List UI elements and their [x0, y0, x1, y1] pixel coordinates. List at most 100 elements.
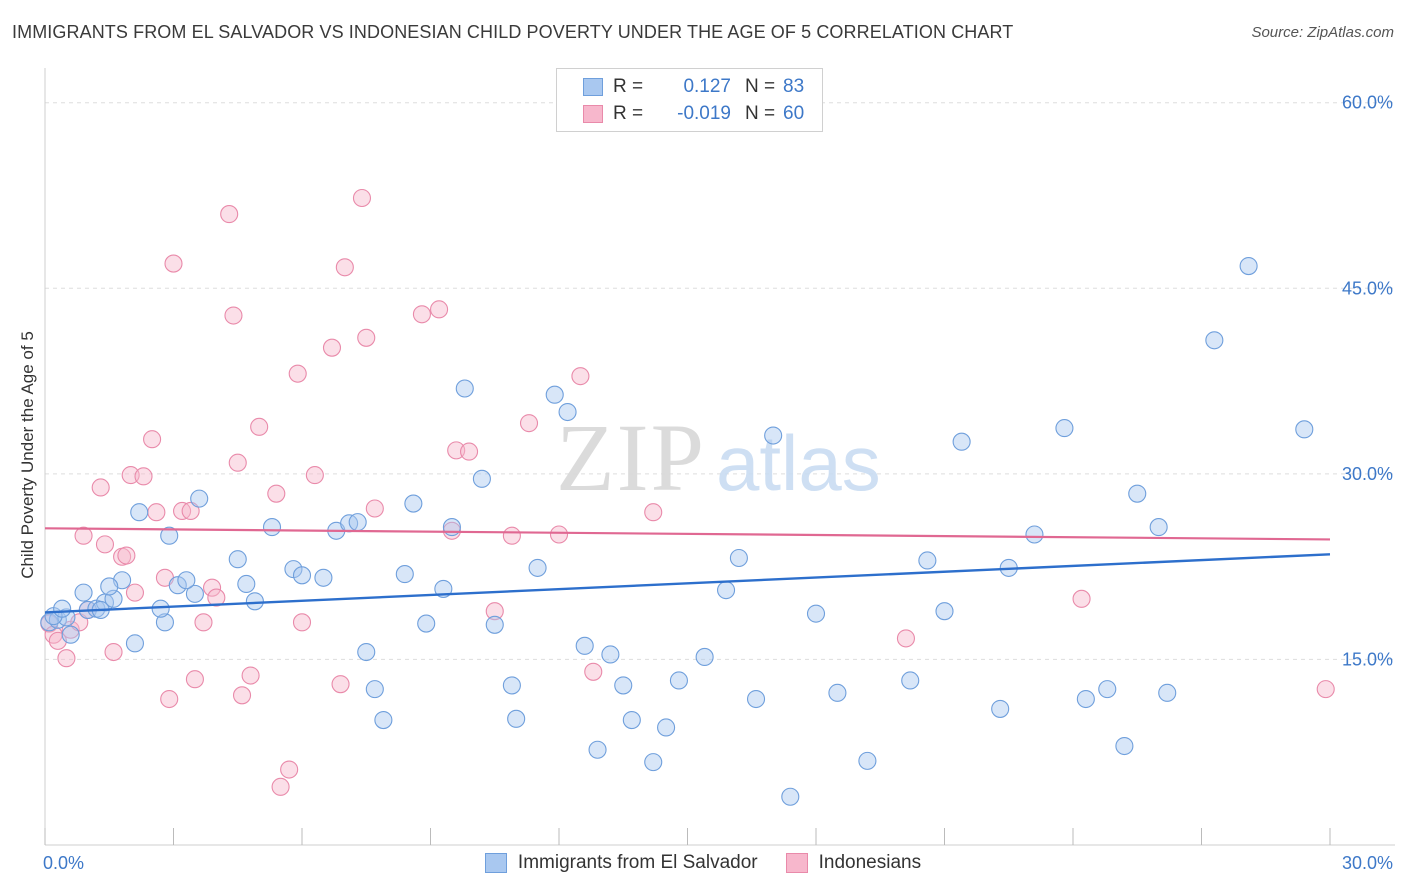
- legend: Immigrants from El Salvador Indonesians: [0, 852, 1406, 874]
- source-label: Source: ZipAtlas.com: [1251, 24, 1394, 41]
- indonesians-trend-line: [44, 527, 1331, 541]
- el-salvador-point: [858, 751, 877, 770]
- indonesians-point: [228, 453, 247, 472]
- el-salvador-point: [357, 642, 376, 662]
- indonesians-point: [232, 686, 252, 705]
- indonesians-point: [365, 499, 384, 518]
- el-salvador-point: [151, 599, 170, 618]
- indonesians-point: [352, 188, 372, 208]
- el-salvador-point: [237, 574, 256, 594]
- indonesians-point: [117, 546, 136, 565]
- n-value: 60: [783, 103, 805, 124]
- indonesians-point: [412, 305, 431, 324]
- indonesians-point: [292, 613, 312, 632]
- el-salvador-point: [1158, 683, 1177, 702]
- r-value: -0.019: [677, 103, 731, 124]
- indonesians-point: [288, 364, 307, 383]
- el-salvador-point: [57, 608, 76, 627]
- indonesians-point: [134, 467, 153, 486]
- el-salvador-point: [442, 518, 461, 537]
- indonesians-point: [584, 662, 603, 681]
- el-salvador-points: [40, 256, 1314, 806]
- el-salvador-point: [155, 613, 174, 632]
- el-salvador-point: [292, 566, 312, 585]
- el-salvador-point: [918, 551, 937, 570]
- r-label: R =: [613, 103, 644, 124]
- el-salvador-point: [177, 571, 196, 590]
- indonesians-point: [160, 689, 179, 709]
- el-salvador-point: [644, 753, 663, 772]
- x-tick-label: 0.0%: [43, 853, 84, 873]
- indonesians-point: [224, 306, 243, 325]
- el-salvador-point: [374, 711, 393, 730]
- el-salvador-point: [806, 604, 826, 623]
- el-salvador-point: [588, 740, 607, 759]
- el-salvador-point: [1115, 736, 1134, 756]
- indonesians-point: [357, 328, 376, 347]
- el-salvador-point: [1128, 484, 1147, 503]
- el-salvador-point: [455, 379, 474, 398]
- el-salvador-point: [168, 576, 187, 595]
- indonesians-point: [241, 666, 260, 685]
- stats-swatch-pink: [583, 105, 603, 123]
- el-salvador-point: [125, 634, 144, 653]
- watermark-zip: ZIP: [556, 404, 706, 511]
- indonesians-point: [267, 484, 286, 503]
- axes: [44, 68, 1395, 846]
- stats-row-indonesians: R = -0.019 N = 60: [557, 101, 804, 127]
- el-salvador-point: [245, 592, 264, 611]
- legend-swatch-pink: [785, 853, 808, 873]
- indonesians-point: [95, 535, 115, 554]
- el-salvador-point: [901, 671, 920, 690]
- indonesians-point: [203, 578, 222, 597]
- el-salvador-point: [314, 568, 333, 587]
- legend-swatch-blue: [484, 853, 507, 873]
- el-salvador-point: [348, 513, 367, 532]
- el-salvador-point: [558, 402, 577, 422]
- el-salvador-point: [781, 787, 800, 806]
- y-tick-label: 60.0%: [1342, 93, 1393, 113]
- indonesians-points: [40, 188, 1335, 796]
- el-salvador-point: [601, 645, 620, 664]
- el-salvador-point: [952, 432, 971, 451]
- el-salvador-point: [1205, 331, 1224, 350]
- el-salvador-point: [614, 676, 633, 695]
- el-salvador-point: [507, 709, 526, 728]
- indonesians-point: [164, 254, 183, 273]
- watermark-atlas: atlas: [716, 419, 881, 507]
- indonesians-point: [143, 430, 162, 449]
- indonesians-point: [207, 588, 226, 607]
- el-salvador-point: [74, 583, 93, 602]
- legend-item-el-salvador[interactable]: Immigrants from El Salvador: [484, 852, 758, 874]
- indonesians-point: [644, 503, 663, 522]
- el-salvador-point: [1098, 680, 1117, 699]
- el-salvador-point: [575, 636, 594, 655]
- el-salvador-point: [228, 550, 247, 569]
- el-salvador-point: [1295, 420, 1314, 439]
- el-salvador-point: [669, 671, 688, 690]
- y-tick-label: 45.0%: [1342, 278, 1393, 298]
- el-salvador-point: [622, 711, 641, 730]
- y-tick-label: 15.0%: [1342, 649, 1393, 669]
- indonesians-point: [519, 414, 539, 433]
- el-salvador-point: [746, 689, 766, 709]
- r-label: R =: [613, 76, 644, 97]
- indonesians-point: [181, 501, 200, 521]
- indonesians-point: [1316, 680, 1335, 699]
- el-salvador-point: [53, 599, 72, 618]
- el-salvador-point: [695, 647, 714, 667]
- stats-box: R = 0.127 N = 83 R = -0.019 N = 60: [556, 68, 823, 132]
- el-salvador-point: [1055, 419, 1074, 438]
- r-value: 0.127: [683, 76, 731, 97]
- legend-item-indonesians[interactable]: Indonesians: [785, 852, 921, 874]
- stats-swatch-blue: [583, 78, 603, 96]
- indonesians-point: [305, 466, 324, 485]
- el-salvador-trend-line: [44, 553, 1331, 614]
- el-salvador-point: [61, 625, 80, 644]
- el-salvador-point: [485, 615, 504, 634]
- el-salvador-point: [365, 680, 384, 699]
- n-label: N =: [745, 103, 776, 124]
- el-salvador-point: [545, 385, 564, 404]
- indonesians-point: [147, 503, 166, 522]
- indonesians-point: [121, 466, 140, 485]
